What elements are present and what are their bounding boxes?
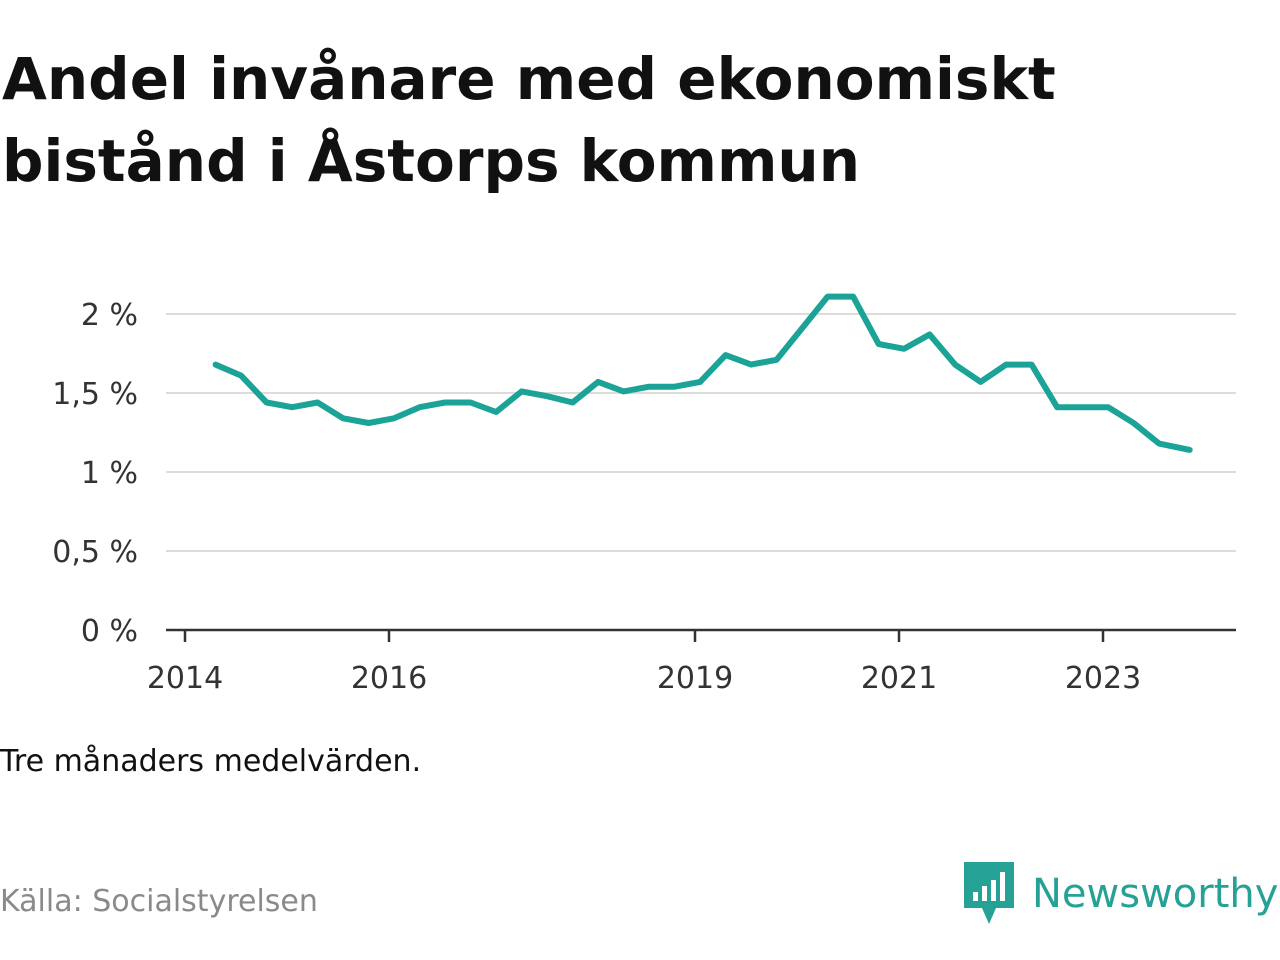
x-axis bbox=[166, 628, 1236, 642]
x-tick-label: 2023 bbox=[1065, 661, 1141, 690]
line-chart: 0 % 0,5 % 1 % 1,5 % 2 % 2014 2016 2019 2021 2023 bbox=[52, 293, 1236, 690]
newsworthy-logo-icon bbox=[964, 862, 1014, 924]
y-tick-label: 1 % bbox=[81, 456, 138, 491]
data-point bbox=[799, 325, 805, 331]
data-series bbox=[212, 293, 1193, 453]
data-point bbox=[927, 331, 933, 338]
y-tick-label: 2 % bbox=[81, 298, 138, 333]
data-point bbox=[748, 362, 754, 368]
data-point bbox=[366, 420, 372, 426]
y-tick-label: 1,5 % bbox=[52, 377, 138, 412]
x-axis-tick-labels: 2014 2016 2019 2021 2023 bbox=[147, 661, 1141, 690]
data-point bbox=[1029, 362, 1035, 368]
data-point bbox=[570, 399, 576, 406]
data-point bbox=[978, 379, 984, 385]
data-point bbox=[391, 415, 397, 421]
data-point bbox=[672, 384, 678, 390]
data-point bbox=[315, 399, 321, 406]
data-point bbox=[646, 384, 652, 390]
brand-name: Newsworthy bbox=[1032, 871, 1279, 917]
data-point bbox=[774, 357, 780, 363]
newsworthy-logo: Newsworthy bbox=[964, 862, 1278, 926]
data-point bbox=[264, 399, 270, 406]
series-line bbox=[212, 293, 1193, 453]
data-point bbox=[468, 399, 474, 406]
data-point bbox=[952, 362, 958, 368]
y-axis-tick-labels: 0 % 0,5 % 1 % 1,5 % 2 % bbox=[52, 298, 138, 649]
data-point bbox=[1003, 362, 1009, 368]
data-point bbox=[1156, 441, 1162, 447]
data-point bbox=[723, 352, 729, 358]
data-point bbox=[289, 404, 295, 410]
data-point bbox=[544, 393, 550, 399]
data-point bbox=[238, 373, 244, 379]
data-point bbox=[213, 362, 219, 368]
data-point bbox=[340, 415, 346, 421]
source-note: Källa: Socialstyrelsen bbox=[0, 884, 318, 919]
data-point bbox=[850, 294, 856, 300]
data-point bbox=[1187, 447, 1193, 453]
y-tick-label: 0,5 % bbox=[52, 535, 138, 570]
data-point bbox=[901, 346, 907, 352]
data-point bbox=[1054, 404, 1060, 410]
x-tick-label: 2014 bbox=[147, 661, 223, 690]
chart-title: Andel invånare med ekonomiskt bistånd i … bbox=[2, 45, 1056, 195]
gridlines bbox=[166, 313, 1236, 552]
x-tick-label: 2019 bbox=[657, 661, 733, 690]
data-point bbox=[825, 294, 831, 300]
data-point bbox=[1080, 404, 1086, 410]
x-tick-label: 2016 bbox=[351, 661, 427, 690]
data-point bbox=[1131, 420, 1137, 426]
x-tick-label: 2021 bbox=[861, 661, 937, 690]
data-point bbox=[697, 379, 703, 385]
data-point bbox=[621, 388, 627, 394]
data-point bbox=[417, 404, 423, 410]
data-point bbox=[442, 399, 448, 406]
data-point bbox=[1105, 404, 1111, 410]
y-tick-label: 0 % bbox=[81, 614, 138, 649]
data-point bbox=[519, 388, 525, 394]
data-point bbox=[493, 409, 499, 415]
data-point bbox=[876, 341, 882, 347]
chart-subtitle: Tre månaders medelvärden. bbox=[0, 744, 422, 779]
data-point bbox=[595, 379, 601, 385]
